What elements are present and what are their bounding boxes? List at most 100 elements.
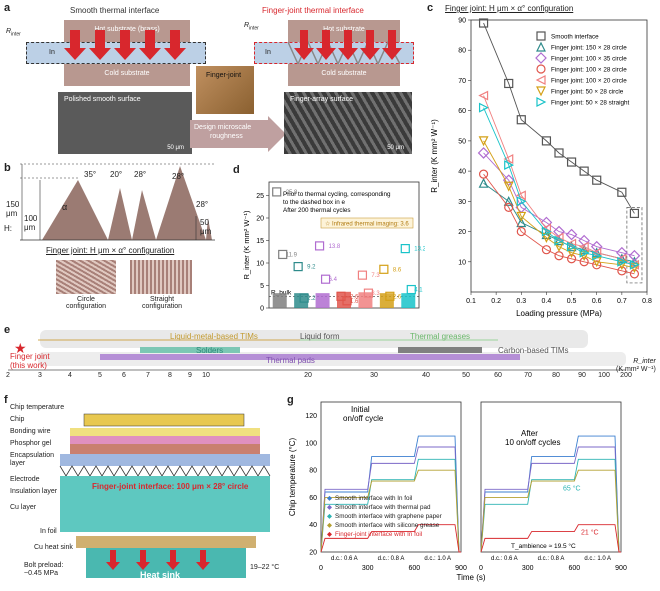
after-value-label-d: 3.3 — [371, 291, 380, 297]
label-encapsulation: Encapsulation layer — [10, 452, 54, 467]
y-tick-label-c: 70 — [458, 78, 466, 85]
liquid-form-label: Liquid form — [300, 332, 340, 341]
data-point-c — [502, 174, 515, 187]
x-tick-label-g2: 300 — [522, 565, 534, 572]
chart-e — [8, 330, 626, 371]
prior-value-label-d: 13.8 — [329, 244, 341, 250]
straight-config-label: Straight configuration — [141, 296, 183, 310]
label-chip-temp: Chip temperature — [10, 404, 65, 411]
finger-joint-photo-label: Finger-joint — [206, 72, 242, 79]
data-point-c — [579, 247, 590, 258]
bar-d — [272, 293, 287, 308]
liquid-metal-label: Liquid-metal-based TIMs — [170, 332, 258, 341]
scale-bar-a1: 50 μm — [167, 145, 184, 151]
temperature-trace-g — [480, 469, 621, 553]
cold-substrate-finger-label: Cold substrate — [321, 70, 367, 77]
y-tick-label-g: 60 — [309, 495, 317, 502]
angle-4: 28° — [172, 172, 185, 181]
e-tick-label: 50 — [462, 372, 470, 379]
data-point-c — [478, 177, 489, 188]
panel-g: g 20 40 60 80 100 120 0 0 300 300 600 600 900 900 Time… — [285, 392, 660, 591]
series-line-c — [483, 95, 635, 266]
e-tick-label: 8 — [168, 372, 172, 379]
config-title-c: Finger joint: H μm × α° configuration — [445, 4, 574, 13]
x-tick-label-g2: 600 — [568, 565, 580, 572]
y-axis-label-c: R_inter (K mm² W⁻¹) — [430, 119, 439, 193]
dc-label-g: d.c.: 1.0 A — [584, 556, 611, 562]
angle-3: 28° — [134, 170, 147, 179]
legend-label-c: Finger joint: 100 × 20 circle — [551, 78, 627, 85]
panel-label-e: e — [4, 324, 11, 336]
data-point-c — [516, 115, 526, 125]
e-tick-label: 100 — [598, 372, 610, 379]
data-point-c — [553, 225, 565, 238]
x-tick-label-g2: 900 — [615, 565, 627, 572]
hot-substrate-label: Hot substrate (brass) — [94, 26, 160, 33]
plot-frame-c — [470, 19, 648, 293]
dc-label-g: d.c.: 0.8 A — [538, 556, 565, 562]
bar-d — [401, 293, 416, 308]
data-point-c — [516, 226, 526, 237]
data-point-c — [617, 266, 627, 276]
prior-marker-d — [272, 187, 282, 197]
cold-substrate-finger: Cold substrate — [288, 64, 400, 86]
x-tick-label-g1: 600 — [408, 565, 420, 572]
e-tick-label: 200 — [620, 372, 632, 379]
after-marker-d — [363, 288, 374, 298]
y-tick-label-g: 80 — [309, 468, 317, 475]
data-point-c — [541, 226, 552, 237]
data-point-c — [541, 223, 552, 234]
legend-label-c: Smooth interface — [551, 34, 599, 41]
legend-label-c: Finger joint: 100 × 35 circle — [551, 56, 627, 63]
data-point-c — [566, 238, 577, 249]
e-tick-label: 20 — [304, 372, 312, 379]
prior-value-label-d: 13.2 — [414, 247, 425, 253]
prior-marker-d — [357, 270, 368, 280]
label-chip: Chip — [10, 416, 25, 423]
after-marker-d — [278, 249, 288, 260]
y-tick-label-c: 10 — [458, 259, 466, 266]
y-axis-label-d: R_inter (K mm² W⁻¹) — [242, 210, 251, 279]
data-point-c — [566, 241, 577, 252]
data-point-c — [541, 136, 552, 146]
data-point-c — [478, 90, 489, 101]
polished-label: Polished smooth surface — [64, 96, 141, 103]
x-tick-label-g1: 300 — [362, 565, 374, 572]
data-point-c — [540, 216, 553, 229]
height-100: 100 μm — [24, 214, 38, 232]
data-point-c — [503, 154, 514, 164]
series-line-c — [483, 140, 635, 269]
legend-marker-c — [536, 31, 546, 41]
temperature-trace-g — [480, 435, 621, 553]
e-tick-label: 5 — [98, 372, 102, 379]
e-tick-label: 6 — [122, 372, 126, 379]
dashed-box-c — [626, 207, 643, 284]
y-tick-label-d: 25 — [256, 193, 264, 200]
y-tick-label-d: 15 — [256, 238, 264, 245]
legend-d-2: After 200 thermal cycles — [283, 207, 351, 214]
data-point-c — [478, 18, 489, 28]
prior-marker-d — [314, 241, 325, 251]
ambient-label: 19–22 °C — [250, 564, 280, 571]
finger-profile-diagram — [20, 163, 215, 241]
circle-config-image — [56, 260, 116, 294]
legend-label-g: Smooth interface with In foil — [335, 495, 412, 502]
star-icon: ★ — [14, 340, 27, 356]
after-marker-d — [385, 291, 395, 301]
data-point-c — [592, 250, 603, 261]
x-axis-label-g: Time (s) — [456, 573, 485, 582]
finger-joint-photo — [196, 66, 254, 114]
design-label-2: roughness — [210, 133, 243, 140]
y-tick-label-c: 60 — [458, 108, 466, 115]
label-insulation: Insulation layer — [10, 488, 58, 495]
heat-sink-label: Heat sink — [140, 570, 181, 580]
interface-text: Finger-joint interface: 100 μm × 28° cir… — [92, 482, 249, 491]
y-tick-label-c: 30 — [458, 199, 466, 206]
angle-5: 28° — [196, 200, 209, 209]
data-point-c — [629, 269, 640, 279]
data-point-c — [516, 211, 527, 222]
x-tick-label-g2: 0 — [479, 565, 483, 572]
temperature-trace-g — [320, 524, 461, 553]
finger-array-label: Finger-array surface — [290, 96, 354, 103]
smooth-title: Smooth thermal interface — [70, 6, 160, 15]
